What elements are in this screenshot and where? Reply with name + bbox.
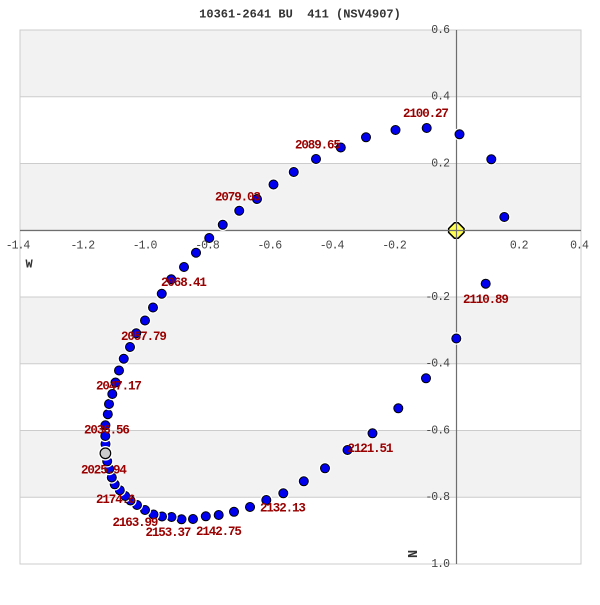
svg-text:2153.37: 2153.37 [146,526,191,540]
svg-text:1.0: 1.0 [431,558,450,571]
svg-text:-0.8: -0.8 [425,491,450,504]
svg-text:-0.8: -0.8 [195,240,220,253]
svg-text:0.4: 0.4 [570,240,589,253]
svg-text:-0.2: -0.2 [382,240,407,253]
svg-text:-1.0: -1.0 [133,240,158,253]
svg-text:2089.65: 2089.65 [295,139,340,153]
svg-text:2163.99: 2163.99 [113,516,158,530]
svg-text:N: N [407,550,422,558]
svg-text:-0.2: -0.2 [425,291,450,304]
svg-text:2025.94: 2025.94 [81,464,127,478]
svg-text:-0.6: -0.6 [425,424,450,437]
svg-text:0.2: 0.2 [431,157,450,170]
svg-text:2110.89: 2110.89 [463,293,508,307]
svg-text:0.4: 0.4 [431,91,450,104]
svg-text:-0.4: -0.4 [320,240,345,253]
svg-text:-0.4: -0.4 [425,358,450,371]
svg-text:2068.41: 2068.41 [161,276,206,290]
svg-text:2174.6: 2174.6 [96,493,135,507]
svg-text:2036.56: 2036.56 [84,424,129,438]
svg-text:-1.4: -1.4 [6,240,31,253]
svg-text:2047.17: 2047.17 [96,380,141,394]
svg-text:W: W [26,258,34,272]
svg-text:2079.03: 2079.03 [215,191,260,205]
svg-text:0.2: 0.2 [510,240,529,253]
svg-text:2100.27: 2100.27 [403,107,448,121]
svg-text:2132.13: 2132.13 [260,502,305,516]
svg-text:-0.6: -0.6 [257,240,282,253]
svg-text:2121.51: 2121.51 [348,442,393,456]
svg-text:2057.79: 2057.79 [121,330,166,344]
svg-text:0.6: 0.6 [431,24,450,37]
svg-text:2142.75: 2142.75 [196,525,241,539]
svg-text:10361-2641 BU 411 (NSV4907): 10361-2641 BU 411 (NSV4907) [199,8,401,22]
svg-text:-1.2: -1.2 [70,240,95,253]
